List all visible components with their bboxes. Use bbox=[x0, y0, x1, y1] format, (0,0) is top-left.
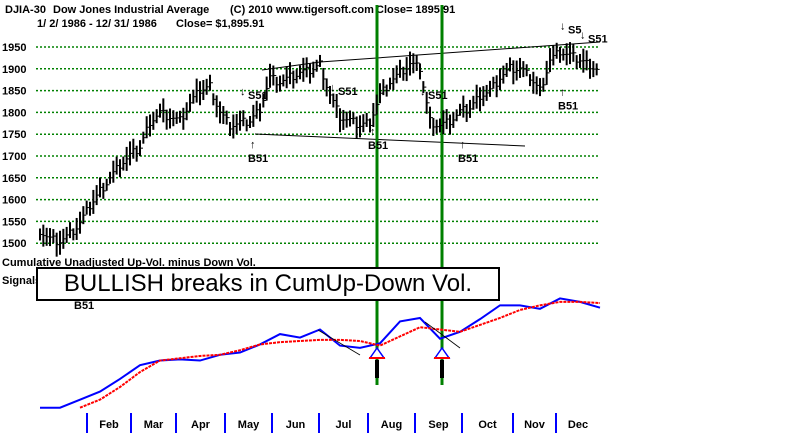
indicator-trend-line bbox=[317, 329, 361, 356]
trend-line bbox=[254, 133, 526, 147]
close-top: Close= 1895.91 bbox=[376, 4, 455, 16]
signal-label: S51 bbox=[338, 86, 358, 98]
symbol: DJIA-30 bbox=[5, 4, 46, 16]
signal-label: S51 bbox=[588, 33, 608, 45]
copyright: (C) 2010 www.tigersoft.com bbox=[230, 4, 374, 16]
bullish-breaks-banner: BULLISH breaks in CumUp-Down Vol. bbox=[36, 267, 500, 301]
signal-label: B51 bbox=[458, 153, 478, 165]
signals-label: Signals bbox=[2, 275, 41, 287]
y-tick-label: 1750 bbox=[2, 129, 26, 141]
trend-line bbox=[319, 41, 601, 63]
up-arrow-icon: ↑ bbox=[460, 139, 466, 151]
signal-label: B51 bbox=[368, 140, 388, 152]
y-tick-label: 1950 bbox=[2, 42, 26, 54]
signal-label: B51 bbox=[558, 101, 578, 113]
cum-vol-line bbox=[40, 297, 601, 409]
signal-label: S51 bbox=[428, 90, 448, 102]
y-tick-label: 1900 bbox=[2, 64, 26, 76]
y-tick-label: 1550 bbox=[2, 216, 26, 228]
month-label: Jul bbox=[336, 419, 352, 431]
y-tick-label: 1650 bbox=[2, 173, 26, 185]
down-arrow-icon: ↓ bbox=[560, 21, 566, 33]
index-name: Dow Jones Industrial Average bbox=[53, 4, 209, 16]
month-label: May bbox=[238, 419, 260, 431]
month-label: Dec bbox=[568, 419, 588, 431]
down-arrow-icon: ↓ bbox=[330, 82, 336, 94]
up-arrow-icon: ↑ bbox=[250, 139, 256, 151]
y-tick-label: 1600 bbox=[2, 195, 26, 207]
signal-label: B51 bbox=[248, 153, 268, 165]
month-label: Mar bbox=[144, 419, 164, 431]
month-label: Jun bbox=[286, 419, 306, 431]
up-arrow-icon: ↑ bbox=[370, 126, 376, 138]
down-arrow-icon: ↓ bbox=[580, 29, 586, 41]
close-sub: Close= $1,895.91 bbox=[176, 18, 264, 30]
y-tick-label: 1800 bbox=[2, 107, 26, 119]
moving-average-line bbox=[79, 300, 601, 409]
down-arrow-icon: ↓ bbox=[420, 86, 426, 98]
up-arrow-icon: ↑ bbox=[560, 87, 566, 99]
y-tick-label: 1500 bbox=[2, 238, 26, 250]
signal-label: S5 bbox=[568, 25, 581, 37]
y-tick-label: 1700 bbox=[2, 151, 26, 163]
signal-label: B51 bbox=[74, 300, 94, 312]
buy-arrow-head bbox=[368, 346, 386, 359]
month-label: Sep bbox=[428, 419, 448, 431]
month-label: Apr bbox=[191, 419, 211, 431]
buy-arrow-head bbox=[433, 346, 451, 359]
signal-label: S51 bbox=[248, 90, 268, 102]
down-arrow-icon: ↓ bbox=[240, 86, 246, 98]
indicator-trend-line bbox=[424, 321, 461, 349]
month-label: Feb bbox=[99, 419, 119, 431]
month-label: Oct bbox=[478, 419, 497, 431]
lower-panel-title: Cumulative Unadjusted Up-Vol. minus Down… bbox=[2, 257, 256, 269]
month-label: Aug bbox=[381, 419, 402, 431]
y-tick-label: 1850 bbox=[2, 86, 26, 98]
month-label: Nov bbox=[524, 419, 546, 431]
date-range: 1/ 2/ 1986 - 12/ 31/ 1986 bbox=[37, 18, 157, 30]
